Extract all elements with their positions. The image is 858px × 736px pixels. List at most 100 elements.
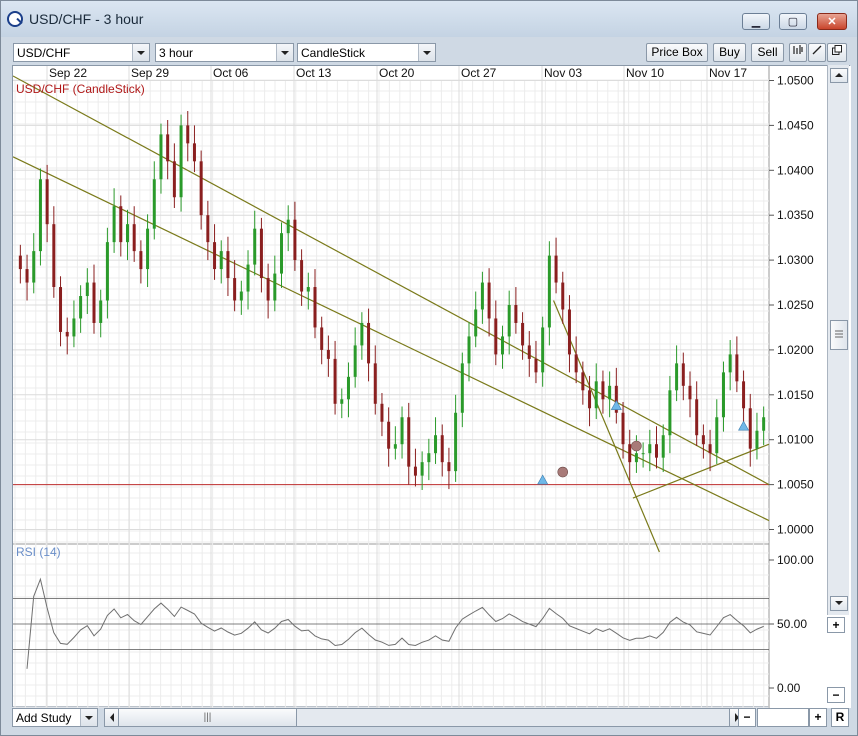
bar-chart-icon[interactable] [789, 43, 807, 62]
rsi-label: RSI (14) [16, 545, 61, 559]
trendline [552, 300, 660, 553]
candle-body [125, 224, 129, 243]
zoom-in-button[interactable]: + [809, 708, 827, 727]
chevron-down-icon[interactable] [132, 44, 149, 61]
sell-button[interactable]: Sell [751, 43, 784, 62]
zoom-slider[interactable] [757, 708, 809, 727]
candle-body [159, 134, 163, 180]
rsi-tick-label: 100.00 [777, 553, 814, 567]
chart-toolbar: USD/CHF 3 hour CandleStick Price Box Buy… [3, 39, 855, 65]
candle-body [561, 282, 565, 310]
draw-line-icon[interactable] [808, 43, 826, 62]
zoom-out-button[interactable]: − [738, 708, 756, 727]
candle-body [634, 453, 638, 463]
candle-body [514, 305, 518, 323]
trendline [632, 443, 770, 499]
candle-body [65, 331, 69, 337]
candle-body [206, 215, 210, 243]
candle-body [534, 358, 538, 373]
y-tick-label: 1.0400 [777, 163, 814, 177]
time-scroll-thumb[interactable]: ||| [119, 709, 297, 726]
trendline [12, 75, 770, 486]
candle-body [474, 309, 478, 337]
scroll-up-button[interactable] [830, 68, 848, 83]
candle-body [447, 462, 451, 472]
candle-body [480, 282, 484, 310]
candle-body [186, 125, 190, 144]
candle-body [601, 381, 605, 400]
scroll-left-button[interactable] [105, 709, 119, 726]
candle-body [179, 125, 183, 198]
y-tick-label: 1.0150 [777, 388, 814, 402]
candle-body [266, 278, 270, 301]
timeframe-select[interactable]: 3 hour [155, 43, 294, 62]
candle-body [695, 399, 699, 436]
candle-body [320, 327, 324, 350]
minimize-button[interactable]: ▁ [742, 13, 770, 30]
time-scrollbar[interactable]: ||| [104, 708, 744, 727]
candle-body [393, 444, 397, 449]
chart-area[interactable]: Sep 22 Sep 29 Oct 06 Oct 13 Oct 20 Oct 27 Nov … [12, 65, 851, 708]
reset-zoom-button[interactable]: R [831, 708, 849, 727]
candle-body [85, 282, 89, 297]
candle-body [280, 233, 284, 274]
rsi-tick-label: 0.00 [777, 681, 801, 695]
close-icon: ✕ [827, 16, 837, 28]
price-scrollbar[interactable] [827, 65, 849, 615]
x-tick-label: Nov 03 [544, 66, 582, 80]
candle-body [655, 444, 659, 458]
detach-window-icon[interactable] [827, 43, 847, 62]
candle-body [119, 206, 123, 243]
rsi-zoom-in-button[interactable]: + [827, 617, 845, 633]
buy-button[interactable]: Buy [713, 43, 746, 62]
restore-icon: ▢ [787, 16, 799, 28]
chart-type-select[interactable]: CandleStick [297, 43, 436, 62]
candle-body [259, 228, 263, 279]
candle-body [72, 318, 76, 337]
chart-svg[interactable]: Sep 22 Sep 29 Oct 06 Oct 13 Oct 20 Oct 27 Nov … [12, 66, 851, 708]
price-box-button[interactable]: Price Box [646, 43, 708, 62]
x-tick-label: Oct 20 [379, 66, 415, 80]
add-study-select[interactable]: Add Study [12, 708, 98, 727]
candle-body [735, 354, 739, 382]
candle-body [554, 255, 558, 283]
x-tick-label: Oct 13 [296, 66, 332, 80]
candle-body [628, 444, 632, 463]
candle-body [333, 358, 337, 404]
candle-body [460, 363, 464, 413]
candle-body [286, 219, 290, 234]
candle-body [313, 287, 317, 328]
y-tick-label: 1.0100 [777, 433, 814, 447]
scroll-down-button[interactable] [830, 596, 848, 611]
chevron-down-icon[interactable] [418, 44, 435, 61]
close-button[interactable]: ✕ [817, 13, 847, 30]
symbol-select[interactable]: USD/CHF [13, 43, 150, 62]
chevron-down-icon[interactable] [276, 44, 293, 61]
chevron-down-icon[interactable] [80, 709, 97, 726]
rsi-zoom-out-button[interactable]: − [827, 687, 845, 703]
timeframe-value: 3 hour [159, 46, 194, 60]
candle-body [621, 412, 625, 445]
candle-body [306, 287, 310, 292]
candle-body [400, 417, 404, 445]
candle-body [387, 421, 391, 449]
y-tick-label: 1.0250 [777, 298, 814, 312]
candle-body [253, 228, 257, 265]
signal-triangle [738, 420, 750, 431]
x-tick-label: Sep 29 [131, 66, 169, 80]
candle-body [373, 363, 377, 404]
rsi-tick-label: 50.00 [777, 617, 807, 631]
minimize-icon: ▁ [751, 16, 761, 28]
title-bar[interactable]: USD/CHF - 3 hour ▁ ▢ ✕ [1, 1, 857, 37]
candle-body [219, 251, 223, 270]
scroll-thumb[interactable] [830, 320, 848, 350]
candle-body [541, 327, 545, 373]
candle-body [648, 444, 652, 454]
candle-body [25, 269, 29, 283]
restore-button[interactable]: ▢ [779, 13, 807, 30]
candle-body [641, 453, 645, 455]
chart-type-value: CandleStick [301, 46, 366, 60]
signal-triangle [610, 399, 622, 410]
window-title: USD/CHF - 3 hour [29, 11, 144, 27]
candle-body [172, 161, 176, 198]
